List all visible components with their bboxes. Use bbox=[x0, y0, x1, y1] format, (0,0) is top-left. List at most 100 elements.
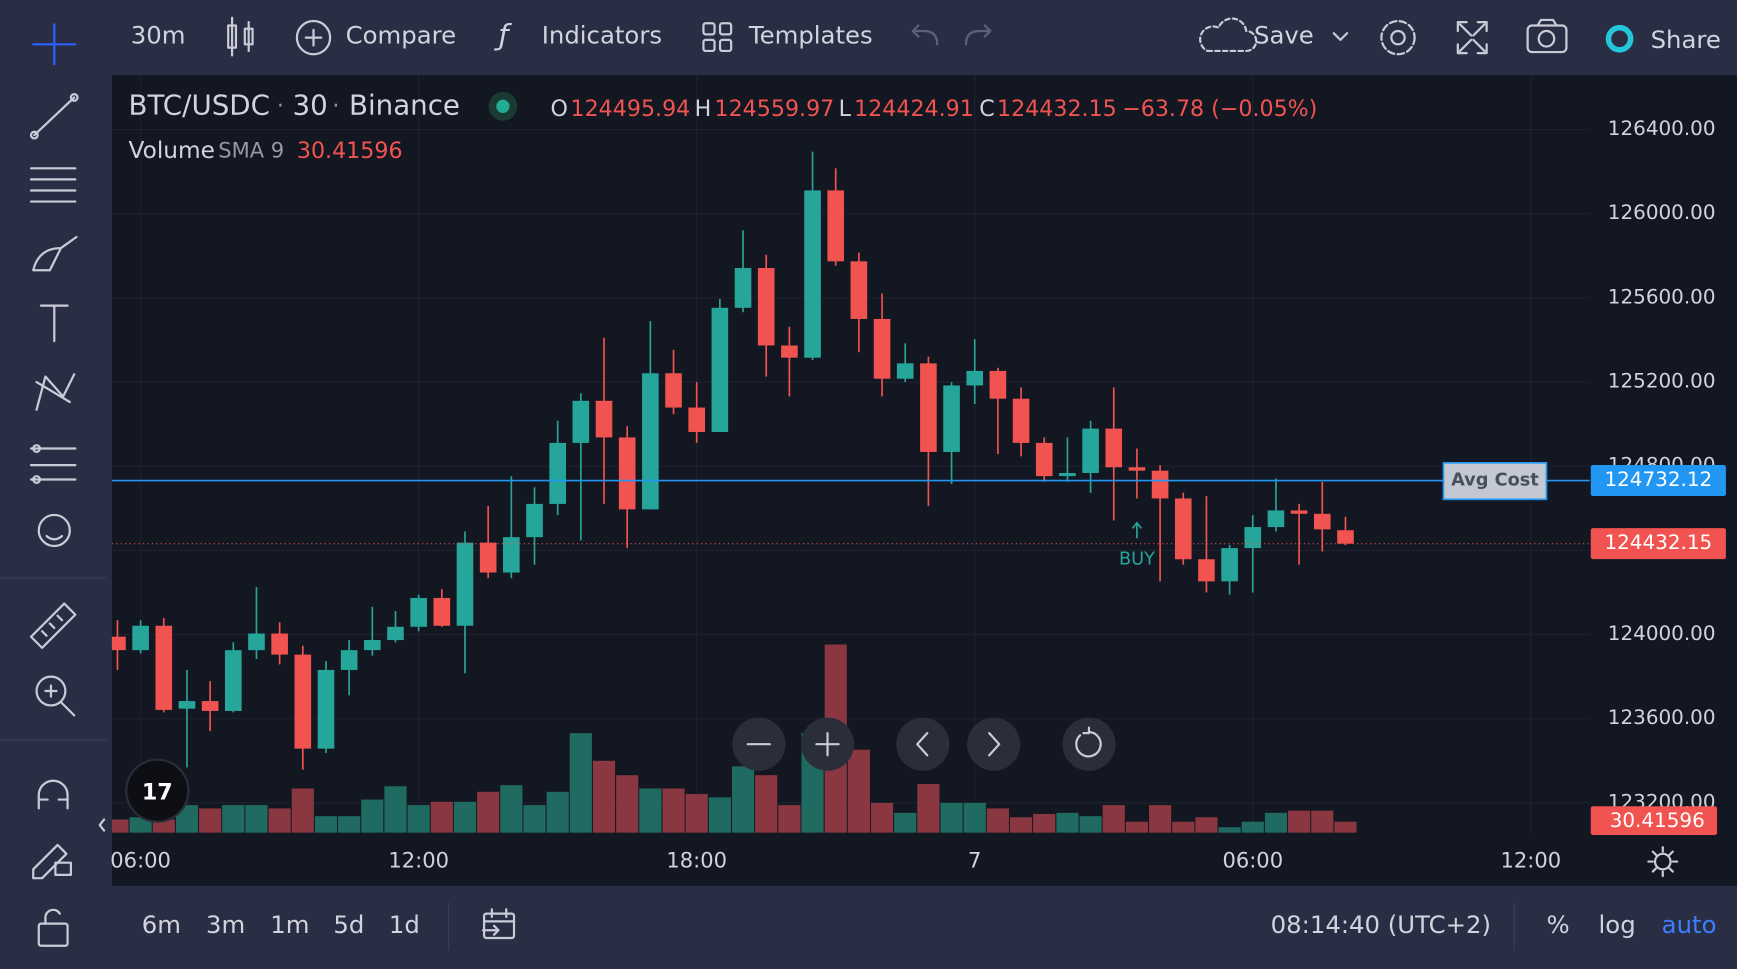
volume-bar bbox=[1172, 821, 1195, 833]
candle-body bbox=[526, 503, 543, 538]
volume-axis-box bbox=[1590, 806, 1718, 836]
left-tools[interactable] bbox=[29, 23, 79, 947]
buy-arrow bbox=[1131, 521, 1143, 539]
x-tick-label: 06:00 bbox=[1222, 848, 1283, 873]
collapse-toolbar[interactable] bbox=[98, 818, 106, 832]
save-button[interactable]: Save bbox=[1254, 21, 1314, 50]
symbol: BTC/USDC bbox=[129, 88, 270, 121]
volume-bar bbox=[453, 801, 477, 833]
candle-body bbox=[271, 633, 288, 655]
volume-bar bbox=[639, 788, 662, 833]
candle-body bbox=[966, 370, 984, 386]
chart-type-icon[interactable] bbox=[227, 16, 254, 57]
volume-bar bbox=[708, 797, 731, 833]
candle-body bbox=[294, 654, 312, 749]
share-icon[interactable] bbox=[1605, 24, 1634, 53]
y-tick-label: 124000.00 bbox=[1608, 622, 1716, 645]
volume-bar bbox=[430, 801, 453, 833]
range-button[interactable]: 5d bbox=[333, 910, 364, 939]
range-button[interactable]: 1d bbox=[389, 910, 420, 939]
volume-name: Volume bbox=[129, 137, 215, 164]
volume-bar bbox=[847, 749, 870, 833]
goto-date-icon[interactable] bbox=[481, 908, 516, 940]
x-tick-label: 7 bbox=[968, 848, 981, 873]
close-label: C bbox=[979, 96, 994, 122]
range-button[interactable]: 3m bbox=[206, 910, 245, 939]
screenshot-icon[interactable] bbox=[1526, 18, 1568, 54]
candle-body bbox=[920, 363, 937, 452]
candle-body bbox=[734, 268, 752, 308]
separator-dot: · bbox=[332, 93, 339, 119]
volume-bar bbox=[685, 794, 708, 833]
candle-body bbox=[1337, 530, 1354, 544]
volume-sma-value: 30.41596 bbox=[297, 138, 403, 164]
volume-bar bbox=[662, 788, 685, 833]
volume-bar bbox=[338, 816, 361, 833]
volume-bar bbox=[384, 786, 407, 833]
candle-body bbox=[132, 625, 149, 651]
auto-toggle[interactable]: auto bbox=[1662, 910, 1717, 939]
indicators-icon[interactable]: ƒ bbox=[494, 18, 513, 52]
templates-button[interactable]: Templates bbox=[748, 21, 873, 50]
candle-body bbox=[503, 537, 520, 573]
share-button[interactable]: Share bbox=[1651, 25, 1721, 54]
candle-body bbox=[456, 542, 474, 626]
volume-bar bbox=[755, 775, 778, 833]
volume-bar bbox=[268, 808, 291, 833]
range-button[interactable]: 1m bbox=[270, 910, 309, 939]
candle-body bbox=[804, 190, 821, 358]
candle-body bbox=[1105, 428, 1123, 468]
range-button[interactable]: 6m bbox=[142, 910, 181, 939]
candle-body bbox=[111, 636, 126, 651]
candle-body bbox=[642, 373, 659, 510]
avg-cost-axis-box bbox=[1590, 465, 1726, 497]
candle-body bbox=[224, 650, 242, 711]
candle-body bbox=[688, 407, 706, 432]
volume-bar bbox=[1033, 813, 1056, 833]
compare-button[interactable]: Compare bbox=[346, 21, 457, 50]
change: −63.78 (−0.05%) bbox=[1122, 96, 1317, 122]
volume-bar bbox=[963, 802, 986, 833]
candles bbox=[111, 151, 1354, 770]
save-menu[interactable] bbox=[1332, 32, 1349, 41]
nav-buttons[interactable] bbox=[732, 717, 1116, 771]
templates-icon[interactable] bbox=[702, 22, 733, 53]
x-tick-label: 12:00 bbox=[388, 848, 449, 873]
volume-bar bbox=[569, 733, 592, 833]
candle-body bbox=[989, 370, 1007, 399]
interval: 30 bbox=[292, 88, 327, 121]
tv-logo[interactable]: 17 bbox=[125, 758, 190, 823]
grid bbox=[111, 75, 1590, 833]
x-tick-label: 12:00 bbox=[1501, 848, 1562, 873]
clock: 08:14:40 (UTC+2) bbox=[1271, 910, 1491, 939]
volume-bar bbox=[778, 805, 801, 833]
volume-bar bbox=[1149, 805, 1172, 833]
candle-body bbox=[1128, 467, 1146, 471]
interval-button[interactable]: 30m bbox=[131, 21, 186, 50]
candle-body bbox=[155, 625, 173, 710]
percent-toggle[interactable]: % bbox=[1546, 910, 1569, 939]
volume-bar bbox=[1079, 816, 1102, 833]
fullscreen-icon[interactable] bbox=[1456, 21, 1488, 55]
candle-body bbox=[549, 442, 566, 504]
indicators-button[interactable]: Indicators bbox=[542, 21, 662, 50]
volume-bar bbox=[616, 775, 639, 833]
range-buttons: 6m 3m 1m 5d 1d bbox=[142, 910, 420, 939]
candle-body bbox=[827, 190, 845, 262]
close-value: 124432.15 bbox=[997, 96, 1117, 122]
candle-body bbox=[850, 261, 868, 319]
undo-redo[interactable] bbox=[911, 24, 992, 46]
volume-bar bbox=[314, 816, 338, 833]
candle-body bbox=[1082, 428, 1099, 473]
volume-bar bbox=[111, 819, 129, 833]
volume-study: SMA 9 bbox=[218, 138, 284, 163]
candle-body bbox=[201, 701, 219, 711]
cloud-icon[interactable] bbox=[1199, 17, 1258, 53]
volume-bar bbox=[477, 791, 500, 833]
volume-bar bbox=[1218, 827, 1241, 833]
compare-icon[interactable] bbox=[295, 19, 332, 56]
settings-icon[interactable] bbox=[1380, 19, 1416, 56]
axis-settings[interactable] bbox=[1647, 846, 1679, 878]
avg-cost-box bbox=[1442, 461, 1548, 501]
log-toggle[interactable]: log bbox=[1599, 910, 1636, 939]
